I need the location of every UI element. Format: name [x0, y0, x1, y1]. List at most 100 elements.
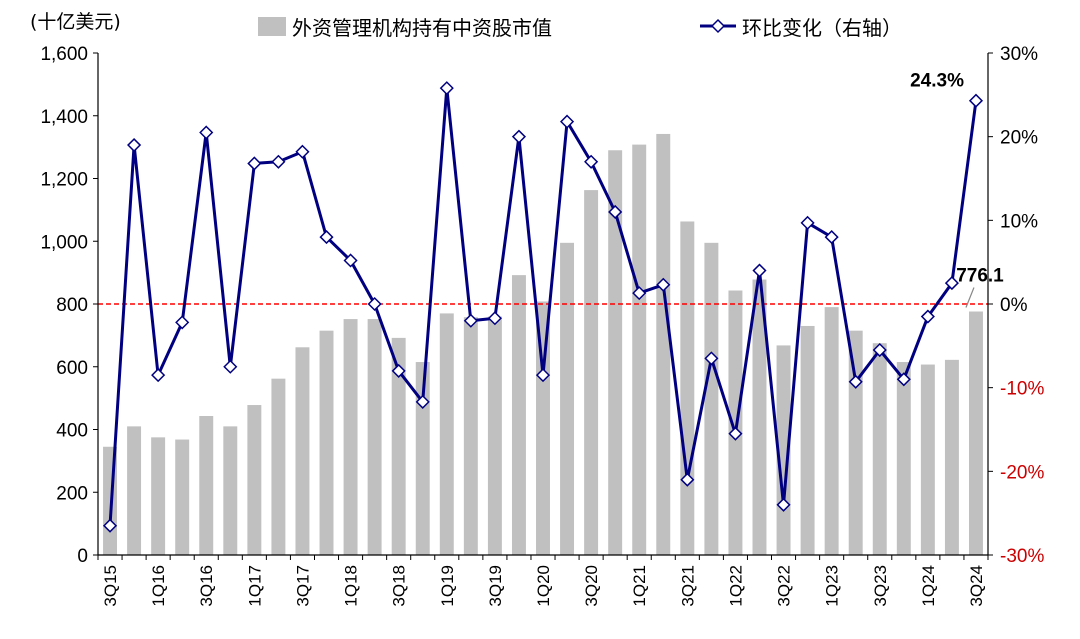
line-point: [968, 93, 984, 108]
x-tick-label: 1Q16: [149, 565, 168, 607]
y-right-axis: -30% -20% -10% 0% 10% 20% 30%: [988, 44, 1044, 567]
legend-line-marker: [710, 18, 726, 34]
y-left-tick-label: 1,000: [40, 232, 88, 253]
bar: [439, 313, 454, 555]
line-point: [584, 154, 599, 169]
line-point: [680, 472, 695, 487]
line-point: [800, 215, 815, 230]
y-left-tick-label: 200: [56, 483, 88, 504]
x-tick-label: 3Q19: [486, 565, 505, 607]
bar-last-callout: 776.1: [956, 265, 1004, 286]
bar: [415, 362, 430, 555]
bar: [608, 150, 623, 555]
bar: [247, 405, 262, 555]
line-point: [728, 426, 743, 441]
bar: [800, 325, 815, 555]
x-tick-label: 1Q17: [245, 565, 264, 607]
bar: [656, 133, 671, 555]
line-point: [535, 368, 551, 383]
x-tick-label: 3Q17: [293, 565, 312, 607]
legend-bar-swatch: [258, 17, 286, 36]
x-tick-label: 3Q20: [582, 565, 601, 607]
x-tick-label: 3Q15: [101, 565, 120, 607]
line-point: [463, 313, 478, 328]
line-point: [247, 156, 262, 171]
bar: [127, 426, 142, 555]
line-point: [391, 363, 406, 378]
x-tick-label: 3Q18: [390, 565, 409, 607]
bar: [536, 301, 550, 555]
change-markers: [102, 81, 984, 533]
x-tick-label: 3Q16: [197, 565, 216, 607]
x-tick-label: 3Q23: [871, 565, 890, 607]
line-point: [102, 518, 118, 533]
line-last-callout: 24.3%: [910, 71, 964, 92]
y-left-tick-label: 1,200: [40, 170, 88, 191]
bar: [680, 221, 695, 555]
bar: [824, 307, 839, 555]
y-left-tick-label: 600: [56, 358, 88, 379]
bar: [944, 359, 959, 555]
y-left-tick-label: 0: [77, 546, 88, 567]
line-point: [656, 277, 671, 292]
x-tick-label: 3Q21: [678, 565, 697, 607]
line-point: [223, 359, 238, 374]
bar: [223, 426, 238, 555]
line-point: [151, 368, 166, 383]
bar: [560, 242, 575, 555]
bar: [584, 190, 599, 555]
line-point: [319, 230, 334, 245]
y-left-tick-label: 1,400: [40, 107, 88, 128]
line-point: [704, 351, 719, 366]
bar-series: [103, 133, 983, 556]
bar: [199, 416, 214, 555]
bar-last-callout-leader: [965, 287, 975, 308]
line-point: [367, 296, 382, 312]
x-tick-label: 1Q22: [726, 565, 745, 607]
y-left-unit-label: (十亿美元): [30, 11, 121, 33]
bar: [728, 290, 743, 555]
bar: [511, 275, 526, 555]
line-point: [608, 204, 623, 220]
y-left-tick-label: 1,600: [40, 44, 88, 65]
x-tick-label: 1Q19: [438, 565, 457, 607]
x-axis: 3Q15 1Q16 3Q16 1Q17 3Q17 1Q18 3Q18 1Q19 3Q19 1Q20…: [97, 555, 989, 607]
line-point: [559, 114, 575, 129]
line-point: [632, 286, 647, 301]
y-right-tick-label: 30%: [1000, 44, 1038, 65]
bar: [752, 279, 767, 555]
line-point: [944, 276, 959, 291]
legend-bar-label: 外资管理机构持有中资股市值: [292, 16, 552, 40]
line-point: [199, 125, 214, 140]
line-point: [175, 315, 190, 330]
y-left-tick-label: 800: [56, 295, 88, 316]
y-right-tick-label: -10%: [1000, 379, 1044, 400]
legend: 外资管理机构持有中资股市值 环比变化（右轴）: [258, 16, 902, 40]
line-point: [872, 342, 887, 358]
y-left-axis: 0 200 400 600 800 1,000 1,200 1,400 1,600: [40, 44, 98, 567]
line-point: [824, 230, 839, 245]
y-right-tick-label: -20%: [1000, 462, 1044, 483]
line-point: [295, 144, 310, 159]
bar: [343, 319, 358, 555]
bar: [920, 364, 935, 555]
bar: [151, 437, 166, 555]
x-tick-label: 1Q20: [534, 565, 553, 607]
line-point: [511, 129, 527, 144]
y-left-tick-label: 400: [56, 421, 88, 442]
x-tick-label: 1Q24: [919, 565, 938, 607]
bar: [896, 362, 911, 555]
bar: [487, 316, 502, 555]
bar: [367, 319, 382, 555]
x-tick-label: 1Q23: [823, 565, 842, 607]
bar: [175, 439, 190, 555]
line-point: [343, 253, 358, 268]
bar: [295, 347, 310, 555]
line-point: [848, 374, 863, 389]
line-point: [896, 372, 911, 387]
x-tick-label: 1Q18: [342, 565, 361, 607]
bar: [391, 337, 406, 555]
line-point: [776, 497, 791, 512]
x-tick-label: 1Q21: [630, 565, 649, 607]
